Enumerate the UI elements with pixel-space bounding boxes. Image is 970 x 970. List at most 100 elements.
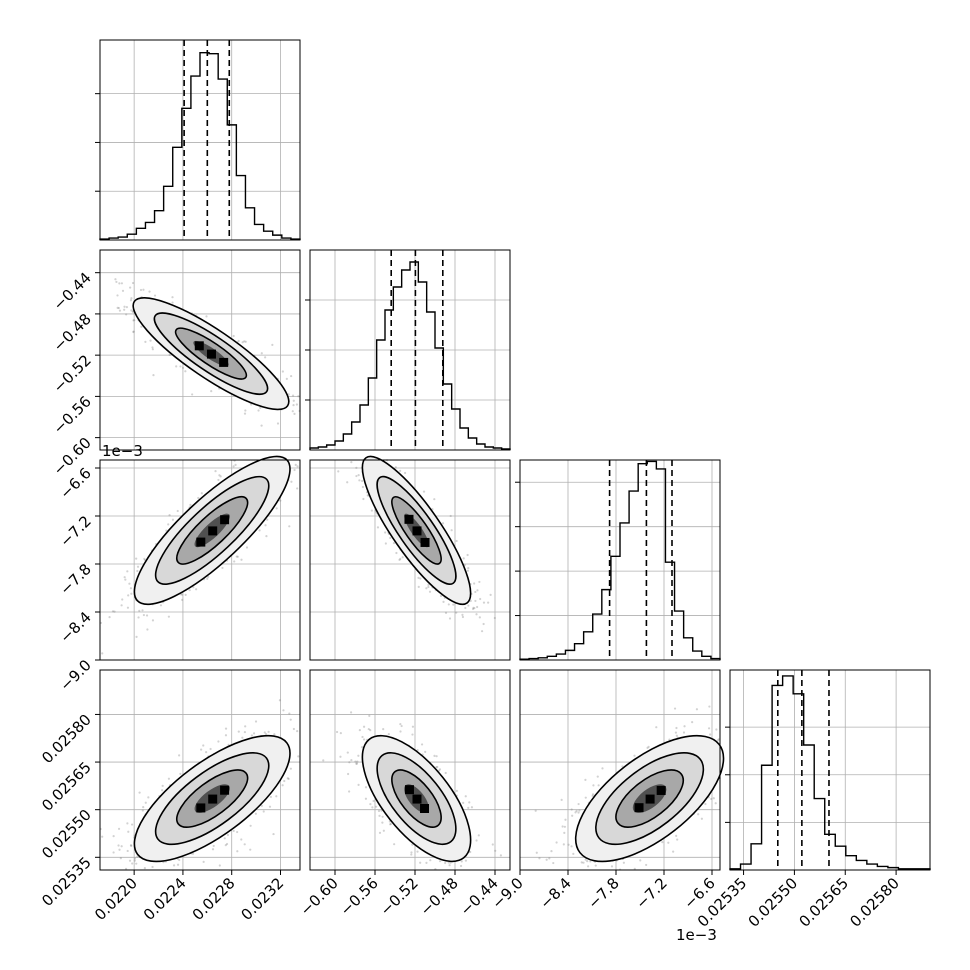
panel-p1-p3-point — [410, 851, 413, 854]
panel-p0-p2-point — [235, 555, 238, 558]
panel-p0-p3-point — [127, 830, 130, 833]
panel-p0-p1-point — [152, 374, 155, 377]
panel-p0-p3-point — [128, 859, 132, 862]
panel-p1-p3-point — [433, 754, 436, 757]
panel-p1-p3-point — [382, 728, 385, 731]
panel-p0-p1-point — [241, 341, 244, 344]
panel-p0-p3-point — [254, 720, 258, 723]
panel-p0-p2-point — [219, 475, 222, 478]
panel-p0-p3-point — [200, 748, 203, 751]
panel-p2-p3-point — [578, 809, 581, 812]
panel-p1-p2-point — [479, 597, 482, 601]
panel-p0-p3-point — [176, 863, 180, 866]
panel-p0-p2-point — [245, 546, 249, 549]
panel-p0-p1-point — [257, 409, 260, 412]
panel-p0-p2-contour-1 — [154, 475, 270, 585]
panel-p1-p2-point — [487, 601, 490, 604]
panel-p0-p3-point — [262, 810, 265, 813]
panel-p0-p1-point — [295, 403, 298, 406]
panel-p0-p3-point — [224, 734, 228, 737]
panel-p0-p2-point — [264, 524, 267, 527]
panel-p0-p2-point — [135, 557, 138, 560]
panel-p1-p3-point — [339, 755, 342, 758]
panel-p1-p2-point — [467, 604, 470, 607]
panel-p2-p3-point — [707, 727, 711, 730]
panel-p0-p3-point — [243, 843, 246, 846]
panel-p0-p1-point — [125, 306, 129, 309]
panel-p0-p3-point — [151, 865, 154, 869]
panel-p0-p2-point — [128, 582, 131, 585]
panel-p0-p1-point — [123, 308, 126, 311]
panel-p0-p3-point — [296, 730, 299, 733]
panel-p1-p3-point — [371, 806, 374, 809]
panel-p1-p3-point — [355, 762, 358, 765]
panel-p0-p1-point — [179, 365, 182, 368]
panel-p1-p3-point — [399, 722, 402, 726]
panel-p1-p3-core-1 — [412, 794, 422, 804]
panel-p1-p3-point — [368, 714, 371, 717]
panel-p0-p1-core-2 — [219, 357, 229, 367]
panel-p0-p3-point — [124, 867, 128, 870]
panel-p1-p2-point — [427, 583, 430, 586]
panel-p1-p2-contour-2 — [391, 496, 442, 565]
panel-p0-p3-point — [101, 835, 104, 838]
panel-p0-p3-core-1 — [208, 794, 218, 804]
panel-p0-p3-point — [273, 733, 276, 736]
panel-p0-p2-point — [159, 604, 163, 607]
panel-p1-p2-point — [466, 553, 469, 557]
panel-p0-p1-point — [260, 352, 263, 355]
panel-p0-p2-point — [108, 615, 111, 619]
panel-p0-p1-contour-2 — [174, 327, 248, 380]
panel-p1-p2-point — [493, 616, 496, 620]
panel-p0-p2-point — [127, 594, 130, 597]
panel-p0-p2-point — [165, 529, 168, 532]
panel-p0-p2-point — [138, 609, 141, 612]
panel-p2-p3-point — [715, 728, 718, 731]
panel-p0-p3-point — [278, 699, 282, 702]
panel-p1-p2-point — [433, 498, 436, 501]
panel-p2-p3-point — [596, 775, 599, 778]
panel-p1-p2-point — [361, 479, 364, 483]
panel-p1-p3-point — [335, 730, 339, 734]
panel-p0-p2-frame — [99, 459, 301, 661]
panel-p1-p2-point — [441, 522, 445, 525]
panel-p0-p3-core-2 — [220, 785, 230, 795]
panel-p1-p3-point — [389, 822, 392, 826]
panel-p0-p2-point — [137, 616, 140, 619]
panel-p0-p3-point — [286, 777, 289, 780]
panel-p1-p3-point — [369, 729, 372, 732]
panel-p0-p3-point — [178, 858, 181, 862]
panel-p1-p3-point — [416, 850, 419, 853]
panel-p0-p1-point — [144, 340, 147, 343]
panel-p1-p2-point — [384, 542, 387, 545]
panel-p1-p2-point — [467, 567, 470, 570]
panel-p0-p1-point — [133, 319, 136, 322]
panel-p0-p3-core-0 — [196, 803, 206, 813]
panel-p0-p1-point — [281, 370, 284, 373]
panel-p0-p3-point — [202, 860, 205, 863]
panel-p0-p3-point — [179, 772, 182, 775]
panel-p2-p3-point — [560, 798, 563, 801]
panel-p1-p3-point — [362, 738, 366, 741]
panel-p0-p1-point — [243, 340, 246, 343]
panel-p0-p2-point — [176, 509, 179, 513]
panel-p1-p3-point — [381, 821, 384, 824]
panel-p2-p3-point — [622, 861, 625, 864]
panel-p0-p2-point — [207, 575, 210, 579]
panel-p1-p3-point — [322, 759, 325, 762]
panel-p1-p3-point — [348, 761, 351, 764]
panel-p0-p1-point — [244, 409, 247, 412]
panel-p1-p3-point — [364, 786, 368, 789]
panel-p1-p3-point — [419, 861, 422, 864]
panel-p1-p2-point — [389, 536, 392, 540]
panel-p1-p3-point — [462, 801, 465, 804]
panel-p1-p3-point — [377, 809, 381, 813]
panel-p0-p3-point — [133, 859, 136, 862]
panel-p0-p1-point — [117, 306, 120, 310]
panel-p0-p3-point — [289, 718, 292, 721]
panel-p1-p2-point — [355, 466, 358, 469]
panel-p1-p2-point — [362, 497, 365, 501]
panel-p1-p3-point — [347, 772, 350, 776]
panel-p1-p3-point — [372, 799, 375, 803]
panel-p0-p1-point — [116, 306, 119, 309]
